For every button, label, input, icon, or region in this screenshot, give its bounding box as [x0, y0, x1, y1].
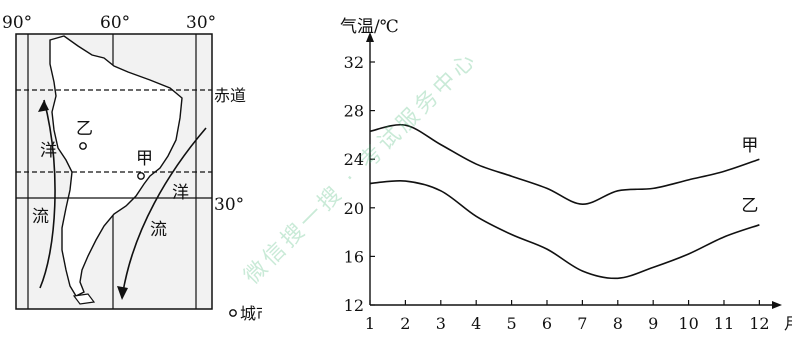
x-tick-label: 2: [400, 314, 410, 333]
x-axis-arrow: [772, 301, 782, 309]
x-tick-label: 4: [471, 314, 481, 333]
y-tick-label: 28: [344, 102, 364, 121]
chart-axes: [366, 32, 782, 309]
city-b-label: 乙: [76, 119, 93, 139]
city-a-label: 甲: [136, 149, 153, 169]
current-char-east-2: 流: [150, 220, 167, 240]
south-america-map: 90° 60° 30° 赤道 30° 乙 甲 洋 流 洋 流 城市: [0, 0, 272, 345]
west-current-arrowhead: [38, 100, 49, 112]
east-current-arrow: [121, 127, 207, 299]
x-tick-label: 12: [749, 314, 769, 333]
x-tick-label: 8: [613, 314, 623, 333]
y-tick-label: 24: [344, 150, 364, 169]
lat-30-label: 30°: [214, 195, 244, 215]
legend-city-marker: [229, 309, 237, 317]
x-tick-label: 5: [506, 314, 516, 333]
y-axis-arrow: [366, 32, 374, 42]
y-tick-label: 32: [344, 53, 364, 72]
west-current-arrow: [39, 99, 56, 289]
city-b-marker: [79, 142, 87, 150]
current-char-west-2: 流: [32, 207, 49, 227]
equator-label: 赤道: [214, 86, 246, 105]
x-tick-label: 1: [365, 314, 375, 333]
lon-label-90: 90°: [2, 13, 32, 33]
y-axis-label: 气温/℃: [340, 17, 399, 37]
x-tick-label: 11: [714, 314, 734, 333]
city-a-marker: [137, 172, 145, 180]
series-line-2: [369, 180, 760, 280]
y-tick-label: 12: [344, 296, 364, 315]
continent-outline: [49, 35, 183, 297]
legend-label: 城市: [240, 304, 262, 323]
series-label-2: 乙: [741, 196, 758, 216]
y-tick-label: 20: [344, 199, 364, 218]
chart-lines: [369, 123, 760, 280]
series-label-1: 甲: [741, 136, 758, 156]
x-tick-label: 3: [436, 314, 446, 333]
y-tick-label: 16: [344, 247, 364, 266]
x-tick-label: 9: [648, 314, 658, 333]
current-char-east-1: 洋: [172, 183, 189, 203]
x-tick-label: 7: [577, 314, 587, 333]
x-tick-label: 10: [678, 314, 698, 333]
x-tick-label: 6: [542, 314, 552, 333]
lon-label-30: 30°: [186, 13, 216, 33]
east-current-arrowhead: [117, 286, 128, 300]
chart-labels: 气温/℃ 月 甲乙: [340, 17, 792, 333]
series-line-1: [369, 123, 760, 205]
map-svg: 90° 60° 30° 赤道 30° 乙 甲 洋 流 洋 流 城市: [2, 13, 272, 323]
x-axis-label: 月: [784, 314, 792, 333]
lon-label-60: 60°: [100, 13, 130, 33]
current-char-west-1: 洋: [40, 141, 57, 161]
island: [72, 293, 96, 305]
